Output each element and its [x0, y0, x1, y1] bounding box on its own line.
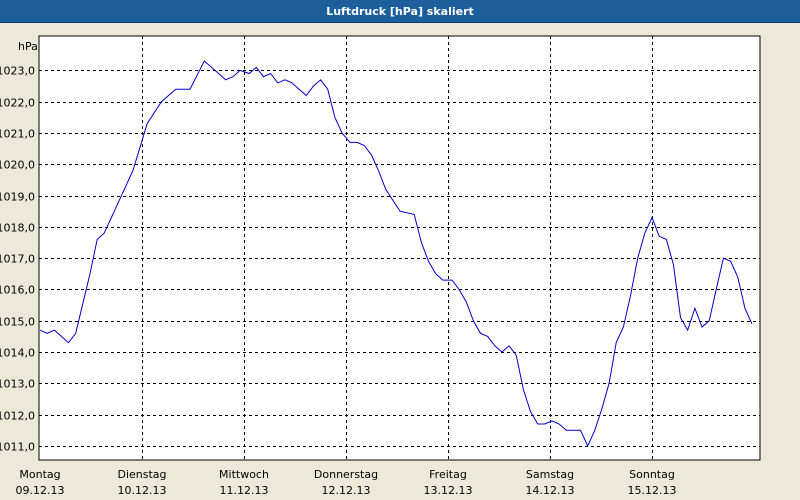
y-tick-label: 1022,0 [0, 97, 35, 110]
y-tick-label: 1014,0 [0, 347, 35, 360]
x-tick-date-label: 13.12.13 [424, 484, 473, 497]
y-tick-label: 1018,0 [0, 222, 35, 235]
x-tick-day-label: Freitag [429, 468, 467, 481]
y-tick-label: 1019,0 [0, 191, 35, 204]
y-axis-unit-label: hPa [18, 40, 38, 53]
y-tick-label: 1012,0 [0, 410, 35, 423]
y-tick-label: 1011,0 [0, 441, 35, 454]
x-tick-day-label: Samstag [526, 468, 574, 481]
x-tick-date-label: 10.12.13 [118, 484, 167, 497]
x-tick-date-label: 09.12.13 [16, 484, 65, 497]
x-tick-day-label: Montag [19, 468, 60, 481]
x-tick-date-label: 14.12.13 [526, 484, 575, 497]
x-tick-date-label: 11.12.13 [220, 484, 269, 497]
x-tick-day-label: Dienstag [117, 468, 166, 481]
pressure-series-line [39, 60, 753, 448]
x-tick-date-label: 15.12.13 [628, 484, 677, 497]
x-tick-date-label: 12.12.13 [322, 484, 371, 497]
y-tick-label: 1015,0 [0, 316, 35, 329]
plot-area [38, 35, 761, 461]
y-tick-label: 1023,0 [0, 65, 35, 78]
axis-labels: hPa 1011,0 1012,0 1013,0 1014,0 1015,0 1016,0… [0, 40, 676, 497]
y-tick-label: 1016,0 [0, 284, 35, 297]
y-tick-label: 1017,0 [0, 253, 35, 266]
x-tick-day-label: Mittwoch [219, 468, 269, 481]
y-tick-label: 1020,0 [0, 159, 35, 172]
x-tick-day-label: Sonntag [629, 468, 675, 481]
grid [39, 36, 760, 460]
window-title: Luftdruck [hPa] skaliert [326, 4, 474, 18]
x-tick-day-label: Donnerstag [314, 468, 378, 481]
y-tick-label: 1013,0 [0, 378, 35, 391]
title-bar: Luftdruck [hPa] skaliert [0, 0, 800, 23]
y-tick-label: 1021,0 [0, 128, 35, 141]
